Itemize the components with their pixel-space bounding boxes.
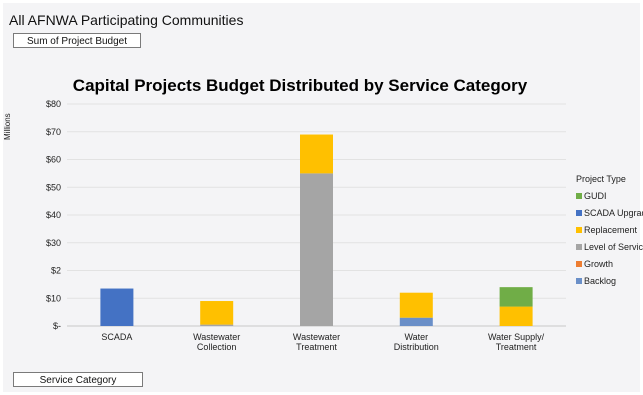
x-tick-label: Distribution [394, 342, 439, 352]
x-tick-label: Treatment [296, 342, 337, 352]
x-tick-label: Wastewater [193, 332, 240, 342]
y-tick-label: $30 [46, 238, 61, 248]
x-tick-label: SCADA [101, 332, 132, 342]
x-tick-label: Treatment [496, 342, 537, 352]
page-title: All AFNWA Participating Communities [9, 12, 244, 28]
legend-swatch [576, 192, 582, 199]
bar-segment-replacement [399, 292, 433, 318]
x-tick-label: Wastewater [293, 332, 340, 342]
y-tick-label: $- [53, 321, 61, 331]
legend-swatch [576, 243, 582, 250]
legend-item[interactable]: Growth [576, 255, 643, 272]
legend-swatch [576, 277, 582, 284]
y-tick-label: $80 [46, 99, 61, 109]
bar-segment-scada-upgrade [100, 288, 134, 326]
y-tick-label: $70 [46, 127, 61, 137]
bar-segment-replacement [200, 301, 234, 325]
legend-label: Replacement [584, 224, 638, 235]
bar-segment-backlog [399, 317, 433, 326]
bar-segment-gudi [499, 287, 533, 307]
legend-item[interactable]: Backlog [576, 272, 643, 289]
legend-label: Growth [584, 258, 614, 269]
legend-label: Level of Service [584, 241, 643, 252]
value-field-button[interactable]: Sum of Project Budget [13, 33, 141, 48]
x-tick-label: Collection [197, 342, 237, 352]
y-tick-label: $2 [51, 266, 61, 276]
bar-segment-level-of-service [300, 173, 333, 326]
legend-swatch [576, 260, 582, 267]
y-tick-label: $60 [46, 155, 61, 165]
legend-title: Project Type [576, 174, 626, 184]
legend-label: Backlog [584, 275, 617, 286]
legend: Project Type GUDI SCADA Upgrade Replacemen… [576, 174, 643, 289]
chart-title: Capital Projects Budget Distributed by S… [72, 76, 528, 95]
legend-swatch [576, 226, 582, 233]
legend-item[interactable]: SCADA Upgrade [576, 204, 643, 221]
y-tick-label: $40 [46, 210, 61, 220]
x-tick-label: Water Supply/ [488, 332, 545, 342]
bar-segment-replacement [499, 306, 533, 326]
legend-label: SCADA Upgrade [584, 207, 643, 218]
legend-item[interactable]: Replacement [576, 221, 643, 238]
legend-label: GUDI [584, 190, 607, 201]
y-tick-label: $10 [46, 293, 61, 303]
legend-item[interactable]: Level of Service [576, 238, 643, 255]
legend-item[interactable]: GUDI [576, 187, 643, 204]
bar-segment-level-of-service [200, 324, 234, 326]
legend-swatch [576, 209, 582, 216]
bar-segment-replacement [300, 134, 333, 174]
y-tick-label: $50 [46, 182, 61, 192]
axis-field-button[interactable]: Service Category [13, 372, 143, 387]
x-tick-label: Water [404, 332, 428, 342]
